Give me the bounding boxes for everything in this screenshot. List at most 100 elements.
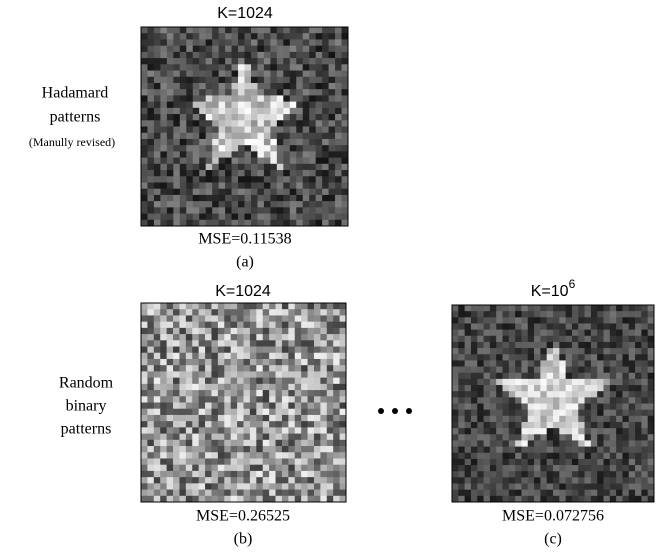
pixel [490, 385, 497, 392]
pixel [193, 220, 200, 227]
pixel [333, 427, 340, 434]
pixel [264, 151, 271, 158]
pixel [147, 465, 154, 472]
pixel [192, 477, 199, 484]
pixel [490, 379, 497, 386]
pixel [509, 373, 516, 380]
pixel [458, 354, 465, 361]
pixel [160, 214, 167, 221]
pixel [257, 127, 264, 134]
pixel [256, 365, 263, 372]
pixel [521, 360, 528, 367]
pixel [484, 404, 491, 411]
pixel [484, 305, 491, 312]
pixel [282, 409, 289, 416]
pixel [610, 477, 617, 484]
pixel [629, 490, 636, 497]
pixel [199, 133, 206, 140]
pixel [277, 214, 284, 221]
pixel [290, 145, 297, 152]
pixel [503, 305, 510, 312]
pixel [147, 347, 154, 354]
pixel [622, 465, 629, 472]
pixel [141, 427, 148, 434]
pixel [141, 365, 148, 372]
pixel [212, 220, 219, 227]
pixel [173, 440, 180, 447]
pixel [167, 365, 174, 372]
pixel [471, 440, 478, 447]
pixel [604, 367, 611, 374]
pixel [316, 214, 323, 221]
pixel [496, 410, 503, 417]
pixel [257, 164, 264, 171]
pixel [212, 145, 219, 152]
pixel [147, 176, 154, 183]
pixel [316, 89, 323, 96]
pixel [329, 108, 336, 115]
pixel [154, 145, 161, 152]
pixel [597, 342, 604, 349]
pixel [141, 27, 148, 34]
pixel [641, 385, 648, 392]
pixel [211, 477, 218, 484]
pixel [238, 182, 245, 189]
pixel [186, 120, 193, 127]
pixel [283, 145, 290, 152]
pixel [477, 342, 484, 349]
pixel [477, 305, 484, 312]
pixel [199, 195, 206, 202]
pixel [186, 52, 193, 59]
pixel [458, 373, 465, 380]
pixel [205, 309, 212, 316]
pixel [296, 108, 303, 115]
pixel [206, 164, 213, 171]
pixel [238, 139, 245, 146]
pixel [211, 403, 218, 410]
pixel [231, 353, 238, 360]
pixel [282, 403, 289, 410]
pixel [193, 133, 200, 140]
pixel [465, 311, 472, 318]
pixel [616, 447, 623, 454]
pixel [547, 477, 554, 484]
pixel [180, 102, 187, 109]
pixel [141, 384, 148, 391]
pixel [224, 496, 231, 503]
pixel [622, 404, 629, 411]
pixel [212, 133, 219, 140]
pixel [167, 427, 174, 434]
pixel [342, 133, 349, 140]
pixel [192, 446, 199, 453]
pixel [192, 371, 199, 378]
pixel [308, 315, 315, 322]
pixel [276, 496, 283, 503]
pixel [604, 385, 611, 392]
pixel [597, 330, 604, 337]
pixel [147, 427, 154, 434]
pixel [250, 483, 257, 490]
pixel [521, 447, 528, 454]
pixel [528, 360, 535, 367]
pixel [167, 371, 174, 378]
pixel [212, 120, 219, 127]
pixel [180, 145, 187, 152]
pixel [329, 220, 336, 227]
pixel [597, 367, 604, 374]
pixel [327, 390, 334, 397]
pixel [179, 458, 186, 465]
pixel [534, 311, 541, 318]
pixel [288, 396, 295, 403]
pixel [452, 385, 459, 392]
pixel [629, 496, 636, 503]
pixel [283, 139, 290, 146]
pixel [308, 471, 315, 478]
pixel [521, 453, 528, 460]
pixel [303, 139, 310, 146]
pixel [224, 458, 231, 465]
pixel [604, 434, 611, 441]
pixel [327, 415, 334, 422]
pixel [237, 471, 244, 478]
pixel [553, 379, 560, 386]
pixel [333, 458, 340, 465]
